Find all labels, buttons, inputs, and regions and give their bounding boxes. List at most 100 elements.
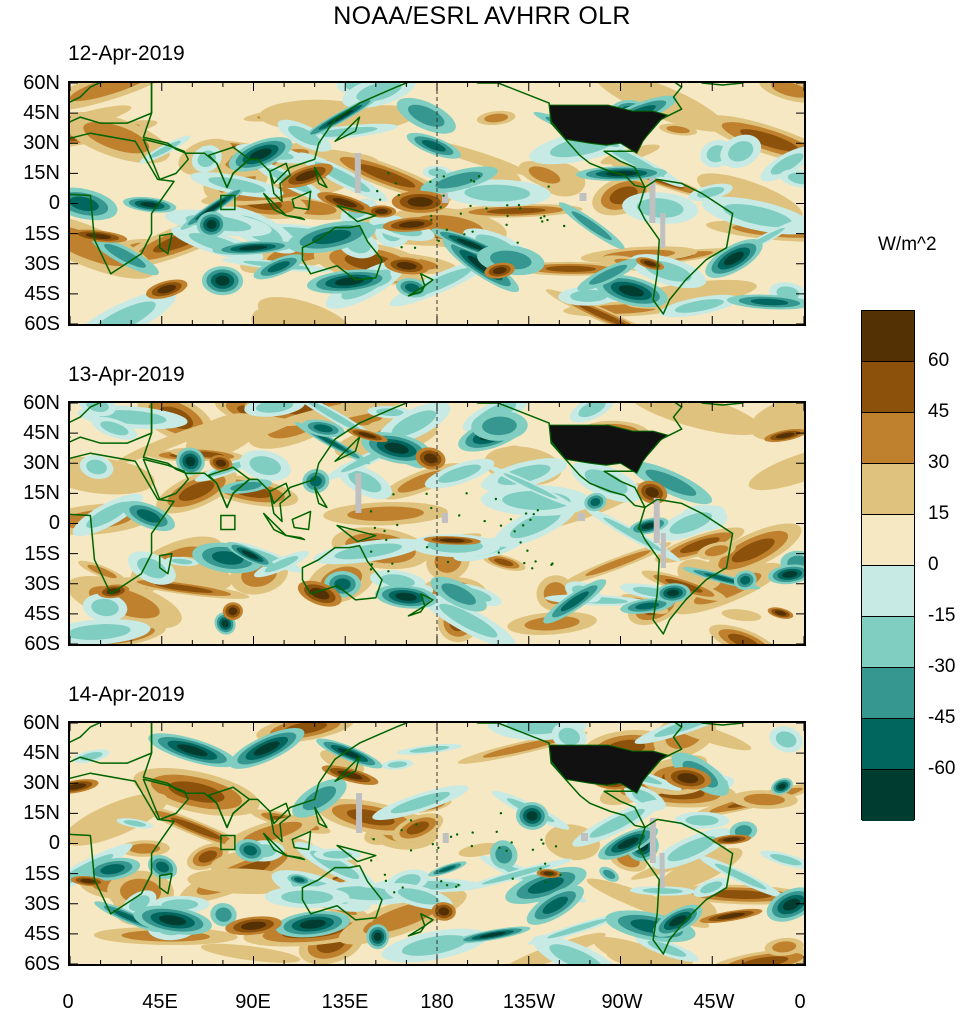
island [439, 206, 442, 209]
anomaly-contour [347, 506, 424, 521]
island [546, 218, 549, 222]
anomaly-contour [149, 140, 181, 159]
lat-label: 45N [23, 422, 60, 445]
island [445, 228, 449, 232]
missing-data-cell [581, 833, 589, 841]
lat-label: 30S [24, 892, 60, 915]
anomaly-contour [334, 578, 351, 591]
anomaly-contour [438, 907, 450, 916]
axis-ticks [70, 723, 804, 964]
anomaly-contour [337, 748, 361, 759]
island [372, 837, 375, 841]
anomaly-contour [782, 570, 798, 578]
axis-ticks [70, 83, 804, 324]
lat-label: 15N [23, 162, 60, 185]
coastline [336, 204, 377, 223]
island [510, 841, 513, 844]
island [384, 879, 388, 883]
coastlines [70, 83, 744, 315]
anomaly-contour [358, 432, 377, 439]
anomaly-contour [100, 864, 125, 875]
anomaly-contour [373, 932, 382, 942]
anomaly-contour [428, 168, 447, 177]
anomaly-contour [570, 289, 609, 302]
lon-label: 0 [794, 991, 806, 1013]
anomaly-contour [542, 896, 569, 914]
lon-label: 45W [693, 991, 735, 1013]
coastline [407, 925, 426, 937]
colorbar-swatch [862, 464, 914, 515]
olr-anomaly-field [70, 403, 804, 644]
olr-map-panel-2 [68, 401, 806, 646]
anomaly-contour [299, 919, 326, 929]
coastline [301, 864, 383, 921]
island [400, 828, 403, 832]
anomaly-contour [376, 408, 404, 417]
anomaly-contour [198, 850, 217, 863]
island [485, 207, 488, 210]
coastline [142, 83, 409, 189]
colorbar-swatch [862, 770, 914, 821]
anomaly-contour [656, 847, 743, 893]
lat-label: 45S [24, 602, 60, 625]
olr-map-panel-3 [68, 721, 806, 966]
anomaly-contour [407, 197, 433, 207]
anomaly-contour [775, 731, 797, 748]
anomaly-contour [409, 746, 450, 753]
lon-label: 0 [62, 991, 74, 1013]
island [531, 567, 534, 570]
anomaly-contour [749, 403, 804, 441]
anomaly-contour [479, 932, 506, 938]
island [542, 842, 545, 845]
island [437, 239, 440, 243]
anomaly-contour [208, 177, 266, 193]
lat-label: 60S [24, 632, 60, 655]
coastline [269, 482, 291, 523]
anomaly-contour [408, 104, 445, 127]
axis-ticks [70, 403, 804, 644]
anomaly-contour [528, 166, 561, 184]
anomaly-contour [734, 825, 752, 838]
anomaly-contour [267, 261, 290, 273]
coastline [262, 832, 287, 857]
island [516, 241, 519, 244]
coastline [313, 806, 328, 829]
coastline [207, 786, 251, 829]
lat-label: 30N [23, 132, 60, 155]
anomaly-contour [91, 598, 119, 617]
lat-label: 0 [48, 192, 60, 215]
island [397, 193, 401, 197]
island [369, 550, 373, 553]
anomaly-contour [363, 900, 443, 934]
island [531, 848, 535, 851]
colorbar-label: -60 [928, 758, 956, 779]
island [425, 546, 429, 549]
figure-title: NOAA/ESRL AVHRR OLR [333, 2, 631, 30]
anomaly-contour [157, 284, 176, 294]
anomaly-contour [526, 811, 538, 821]
lat-label: 45N [23, 742, 60, 765]
missing-data [355, 473, 666, 568]
olr-anomaly-field [70, 83, 804, 324]
coastline [313, 486, 328, 509]
anomaly-contour [80, 878, 97, 884]
island [529, 518, 532, 522]
island [440, 880, 443, 883]
island [442, 194, 445, 197]
anomaly-contour [206, 219, 217, 230]
anomaly-contour [276, 403, 408, 427]
colorbar-swatch [862, 515, 914, 566]
anomaly-contour [86, 501, 130, 528]
anomaly-contour [603, 869, 616, 879]
island [463, 233, 466, 236]
island [494, 497, 498, 501]
island [446, 560, 450, 564]
anomaly-contour [743, 793, 785, 806]
anomaly-contour [85, 233, 112, 239]
island [539, 867, 542, 870]
anomaly-contour [215, 459, 227, 467]
anomaly-contour [421, 140, 446, 152]
coastline [285, 534, 306, 541]
anomaly-contour [674, 299, 724, 313]
anomaly-contour [391, 410, 437, 437]
